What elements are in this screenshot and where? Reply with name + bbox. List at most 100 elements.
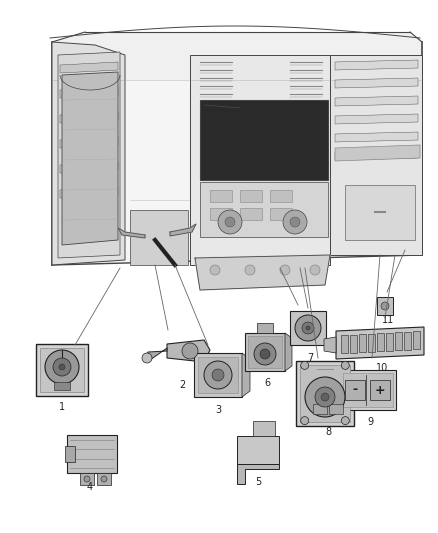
Polygon shape	[335, 132, 418, 142]
Text: 11: 11	[382, 315, 394, 325]
Polygon shape	[335, 96, 418, 106]
Bar	[67, 435, 117, 473]
Bar	[413, 331, 420, 349]
Polygon shape	[60, 137, 118, 148]
Circle shape	[315, 387, 335, 407]
Bar	[300, 365, 350, 422]
Text: 5: 5	[255, 477, 261, 487]
Polygon shape	[335, 78, 418, 88]
Circle shape	[212, 369, 224, 381]
Bar	[341, 335, 348, 353]
Bar	[198, 357, 238, 393]
Circle shape	[210, 265, 220, 275]
Bar	[350, 335, 357, 352]
Text: 4: 4	[87, 482, 93, 492]
Polygon shape	[170, 224, 196, 236]
Polygon shape	[60, 112, 118, 123]
Polygon shape	[60, 62, 118, 73]
Circle shape	[245, 265, 255, 275]
Bar	[40, 348, 84, 392]
Bar	[80, 473, 94, 485]
Bar	[404, 332, 411, 350]
Polygon shape	[285, 333, 292, 371]
Text: 2: 2	[179, 380, 185, 390]
Polygon shape	[146, 348, 167, 360]
Circle shape	[101, 476, 107, 482]
Polygon shape	[52, 80, 422, 265]
Polygon shape	[52, 32, 422, 80]
Polygon shape	[60, 87, 118, 98]
Bar	[345, 185, 415, 240]
Bar	[36, 344, 88, 396]
Polygon shape	[190, 55, 330, 265]
Circle shape	[204, 361, 232, 389]
Circle shape	[310, 265, 320, 275]
Circle shape	[301, 361, 309, 369]
Bar	[97, 473, 111, 485]
Circle shape	[254, 343, 276, 365]
Polygon shape	[58, 52, 120, 258]
Bar	[395, 332, 402, 350]
Bar	[377, 333, 384, 351]
Bar	[359, 334, 366, 352]
Polygon shape	[242, 353, 250, 397]
Bar	[200, 100, 328, 180]
Polygon shape	[237, 464, 279, 484]
Polygon shape	[52, 42, 125, 265]
Polygon shape	[60, 187, 118, 198]
Bar	[65, 446, 75, 462]
Circle shape	[142, 353, 152, 363]
Bar	[210, 208, 232, 220]
Bar	[194, 353, 242, 397]
Polygon shape	[130, 210, 188, 265]
Circle shape	[301, 417, 309, 425]
Circle shape	[305, 377, 345, 417]
Bar	[270, 190, 292, 202]
Circle shape	[283, 210, 307, 234]
Bar	[240, 190, 262, 202]
Circle shape	[182, 343, 198, 359]
Bar	[245, 333, 285, 371]
Bar	[296, 360, 354, 425]
Polygon shape	[336, 327, 424, 359]
Circle shape	[260, 349, 270, 359]
Bar	[210, 190, 232, 202]
Bar	[270, 208, 292, 220]
Polygon shape	[335, 114, 418, 124]
Circle shape	[341, 417, 349, 425]
Text: 1: 1	[59, 402, 65, 412]
Bar	[340, 370, 396, 410]
Bar	[54, 382, 70, 390]
Text: 8: 8	[325, 427, 331, 437]
Circle shape	[321, 393, 329, 401]
Text: 3: 3	[215, 405, 221, 415]
Bar	[200, 182, 328, 237]
Circle shape	[306, 326, 310, 330]
Circle shape	[53, 358, 71, 376]
Polygon shape	[335, 60, 418, 70]
Polygon shape	[335, 145, 420, 161]
Bar	[345, 380, 365, 400]
Bar	[257, 323, 273, 333]
Polygon shape	[60, 162, 118, 173]
Circle shape	[84, 476, 90, 482]
Bar	[253, 421, 275, 436]
Circle shape	[295, 315, 321, 341]
Circle shape	[280, 265, 290, 275]
Bar	[313, 403, 327, 414]
Polygon shape	[330, 55, 422, 255]
Polygon shape	[167, 340, 210, 362]
Circle shape	[290, 217, 300, 227]
Text: -: -	[353, 384, 357, 397]
Polygon shape	[195, 255, 330, 290]
Polygon shape	[62, 72, 118, 245]
Bar	[377, 297, 393, 315]
Text: 9: 9	[367, 417, 373, 427]
Bar	[370, 380, 390, 400]
Circle shape	[341, 361, 349, 369]
Bar	[386, 333, 393, 351]
Circle shape	[59, 364, 65, 370]
Polygon shape	[118, 228, 145, 238]
Bar	[248, 336, 282, 368]
Circle shape	[218, 210, 242, 234]
